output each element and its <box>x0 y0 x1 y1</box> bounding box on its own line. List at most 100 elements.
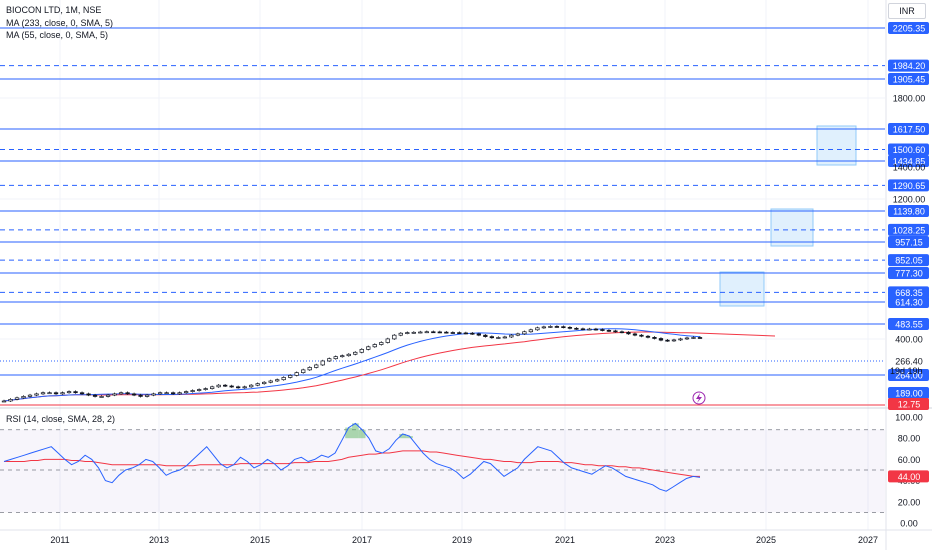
candle-body-92 <box>600 329 605 331</box>
symbol-title[interactable]: BIOCON LTD, 1M, NSE <box>6 5 102 15</box>
level-tag-9-text: 264.00 <box>895 371 923 381</box>
level-tag-13: 1028.25 <box>888 223 929 236</box>
candle-body-103 <box>671 339 677 342</box>
candle-body-88 <box>574 327 579 330</box>
candle-body-40 <box>262 381 267 385</box>
candle-body-104 <box>678 338 683 341</box>
candle-body-32 <box>209 386 215 389</box>
candle-body-21 <box>138 394 143 397</box>
zone-box-2 <box>816 125 857 166</box>
level-tag-9-bg <box>888 369 929 381</box>
rsi-overbought-fill-59 <box>399 433 407 439</box>
level-tag-8: 483.55 <box>888 318 929 330</box>
candle-body-53 <box>346 353 351 357</box>
candle-body-6 <box>40 392 46 395</box>
candle-body-72 <box>470 332 475 335</box>
level-tag-14: 852.05 <box>888 254 929 267</box>
rsi-legend[interactable]: RSI (14, close, SMA, 28, 2) <box>6 414 116 424</box>
candle-body-98 <box>639 334 644 337</box>
candle-body-83 <box>541 326 547 329</box>
candle-body-105 <box>684 337 690 340</box>
candle-body-0 <box>1 400 7 403</box>
level-tag-12-bg <box>888 179 929 192</box>
candle-body-56 <box>366 346 371 350</box>
level-tag-10: 1984.20 <box>888 59 929 72</box>
year-tick-2: 2015 <box>250 535 270 545</box>
candle-body-28 <box>183 391 189 394</box>
level-tag-4-text: 1139.80 <box>893 207 925 217</box>
candle-body-62 <box>405 332 410 334</box>
candle-body-107 <box>697 337 703 339</box>
ma55-legend[interactable]: MA (55, close, 0, SMA, 5) <box>6 30 109 40</box>
candle-body-74 <box>483 334 488 337</box>
tag-low-bg <box>888 398 929 410</box>
candle-body-46 <box>301 369 306 374</box>
level-tag-4: 1139.80 <box>888 205 929 217</box>
year-tick-8: 2027 <box>858 535 878 545</box>
level-tag-5-bg <box>888 236 929 248</box>
candle-body-63 <box>411 331 416 334</box>
year-tick-3: 2017 <box>352 535 372 545</box>
level-tag-15-text: 668.35 <box>895 288 923 298</box>
rsi-tick-0: 100.00 <box>895 413 923 423</box>
candle-body-20 <box>131 393 137 396</box>
currency-button[interactable]: INR <box>888 3 926 19</box>
last-price-tag-text: 266.40 <box>895 357 923 367</box>
candles <box>1 325 703 403</box>
level-tag-6-bg <box>888 267 929 279</box>
candle-body-3 <box>21 396 26 399</box>
year-tick-4: 2019 <box>452 535 472 545</box>
candle-body-67 <box>437 331 442 334</box>
time-axis: 2011 2013 2015 2017 2019 2021 2023 2025 2027 <box>0 391 932 545</box>
level-tag-11-text: 1500.60 <box>893 145 926 155</box>
rsi-overbought-fill-60 <box>406 436 413 439</box>
price-tick-2: 1200.00 <box>893 195 926 205</box>
candle-body-68 <box>444 331 449 334</box>
candle-body-61 <box>398 332 403 336</box>
candle-body-64 <box>418 331 423 334</box>
candle-body-47 <box>307 367 312 371</box>
candle-body-70 <box>457 332 462 334</box>
candle-body-10 <box>66 391 72 394</box>
rsi-ma-tag-text: 44.00 <box>898 472 921 482</box>
candle-body-8 <box>53 392 59 395</box>
ma233-legend[interactable]: MA (233, close, 0, SMA, 5) <box>6 18 114 28</box>
level-tag-0-text: 2205.35 <box>893 24 926 34</box>
candle-body-95 <box>619 331 625 334</box>
candle-body-94 <box>613 330 618 333</box>
level-tag-11: 1500.60 <box>888 143 929 156</box>
rsi-panel <box>0 407 932 513</box>
candle-body-81 <box>528 329 534 333</box>
price-tick-3: 400.00 <box>895 335 923 345</box>
candle-body-18 <box>118 392 124 395</box>
candle-body-93 <box>606 329 612 332</box>
year-tick-1: 2013 <box>149 535 169 545</box>
candle-body-85 <box>554 326 560 328</box>
candle-body-14 <box>92 394 98 397</box>
ma55-line <box>3 328 701 402</box>
price-axis: 2205.35 1905.45 1617.50 1434.85 1139.80 957.1… <box>885 0 929 550</box>
year-tick-0: 2011 <box>50 535 69 545</box>
rsi-overbought-fill-53 <box>358 429 366 439</box>
candle-body-87 <box>567 326 573 329</box>
level-tag-13-text: 1028.25 <box>893 225 926 235</box>
candle-body-42 <box>275 379 280 382</box>
candle-body-17 <box>112 393 117 396</box>
candle-body-96 <box>626 331 631 335</box>
zone-boxes <box>719 125 857 307</box>
candle-body-77 <box>502 336 508 339</box>
candle-body-90 <box>587 328 592 331</box>
candle-body-50 <box>327 358 332 362</box>
level-tag-5-text: 957.15 <box>895 238 923 248</box>
candle-body-12 <box>79 392 85 395</box>
level-tag-12-text: 1290.65 <box>893 181 926 191</box>
candle-body-19 <box>125 392 130 395</box>
level-tag-10-text: 1984.20 <box>893 61 926 71</box>
earnings-icon <box>692 391 706 405</box>
level-tag-12: 1290.65 <box>888 179 929 192</box>
candle-body-34 <box>223 384 228 387</box>
level-tag-15-bg <box>888 286 929 299</box>
candle-body-13 <box>86 393 91 396</box>
candle-body-101 <box>658 338 664 341</box>
candle-body-66 <box>431 331 436 334</box>
